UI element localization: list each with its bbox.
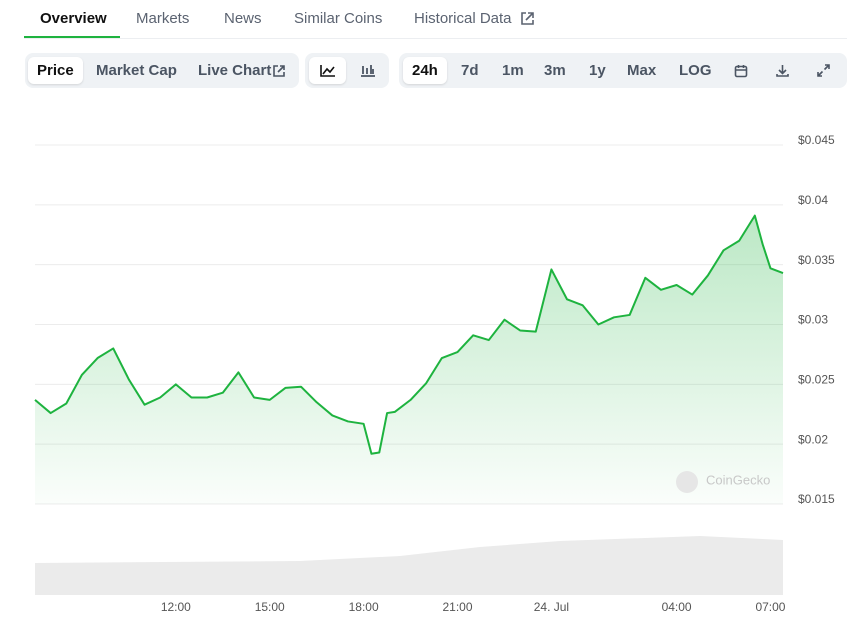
chart-type-group — [305, 53, 389, 88]
external-icon — [521, 12, 534, 25]
tab[interactable]: Overview — [40, 10, 107, 27]
range-button[interactable]: 1y — [589, 62, 606, 79]
range-button[interactable]: 24h — [403, 57, 447, 84]
calendar-icon[interactable] — [734, 64, 748, 78]
tab[interactable]: Markets — [136, 10, 190, 27]
range-button[interactable]: Max — [627, 62, 657, 79]
x-tick-label: 04:00 — [662, 600, 692, 614]
x-tick-label: 18:00 — [349, 600, 379, 614]
fullscreen-icon[interactable] — [816, 63, 831, 78]
mode-group: Price Market Cap Live Chart — [25, 53, 299, 88]
download-icon[interactable] — [775, 63, 790, 78]
y-tick-label: $0.025 — [798, 373, 835, 387]
x-tick-label: 12:00 — [161, 600, 191, 614]
range-button[interactable]: 7d — [461, 62, 479, 79]
y-tick-label: $0.015 — [798, 492, 835, 506]
y-tick-label: $0.02 — [798, 432, 828, 446]
candle-chart-button[interactable] — [349, 57, 386, 84]
separator — [24, 38, 847, 39]
log-button[interactable]: LOG — [679, 62, 712, 79]
y-tick-label: $0.035 — [798, 253, 835, 267]
volume-area — [35, 536, 783, 595]
x-tick-label: 15:00 — [255, 600, 285, 614]
watermark-logo — [676, 471, 698, 493]
mode-button[interactable]: Price — [28, 57, 83, 84]
mode-button[interactable]: Market Cap — [96, 62, 177, 79]
price-line — [34, 214, 784, 455]
tab[interactable]: News — [224, 10, 262, 27]
x-tick-label: 24. Jul — [534, 600, 569, 614]
range-group: 24h 7d 1m 3m 1y Max LOG — [399, 53, 847, 88]
range-button[interactable]: 3m — [544, 62, 566, 79]
tab-underline — [24, 36, 120, 38]
external-icon — [273, 65, 285, 77]
x-tick-label: 07:00 — [755, 600, 785, 614]
y-tick-label: $0.045 — [798, 133, 835, 147]
watermark: CoinGecko — [706, 472, 770, 487]
y-tick-label: $0.04 — [798, 193, 828, 207]
range-button[interactable]: 1m — [502, 62, 524, 79]
mode-button[interactable]: Live Chart — [198, 62, 272, 79]
tab[interactable]: Similar Coins — [294, 10, 383, 27]
y-tick-label: $0.03 — [798, 313, 828, 327]
price-area — [35, 215, 783, 504]
line-chart-button[interactable] — [309, 57, 346, 84]
x-tick-label: 21:00 — [442, 600, 472, 614]
tab[interactable]: Historical Data — [414, 10, 512, 27]
